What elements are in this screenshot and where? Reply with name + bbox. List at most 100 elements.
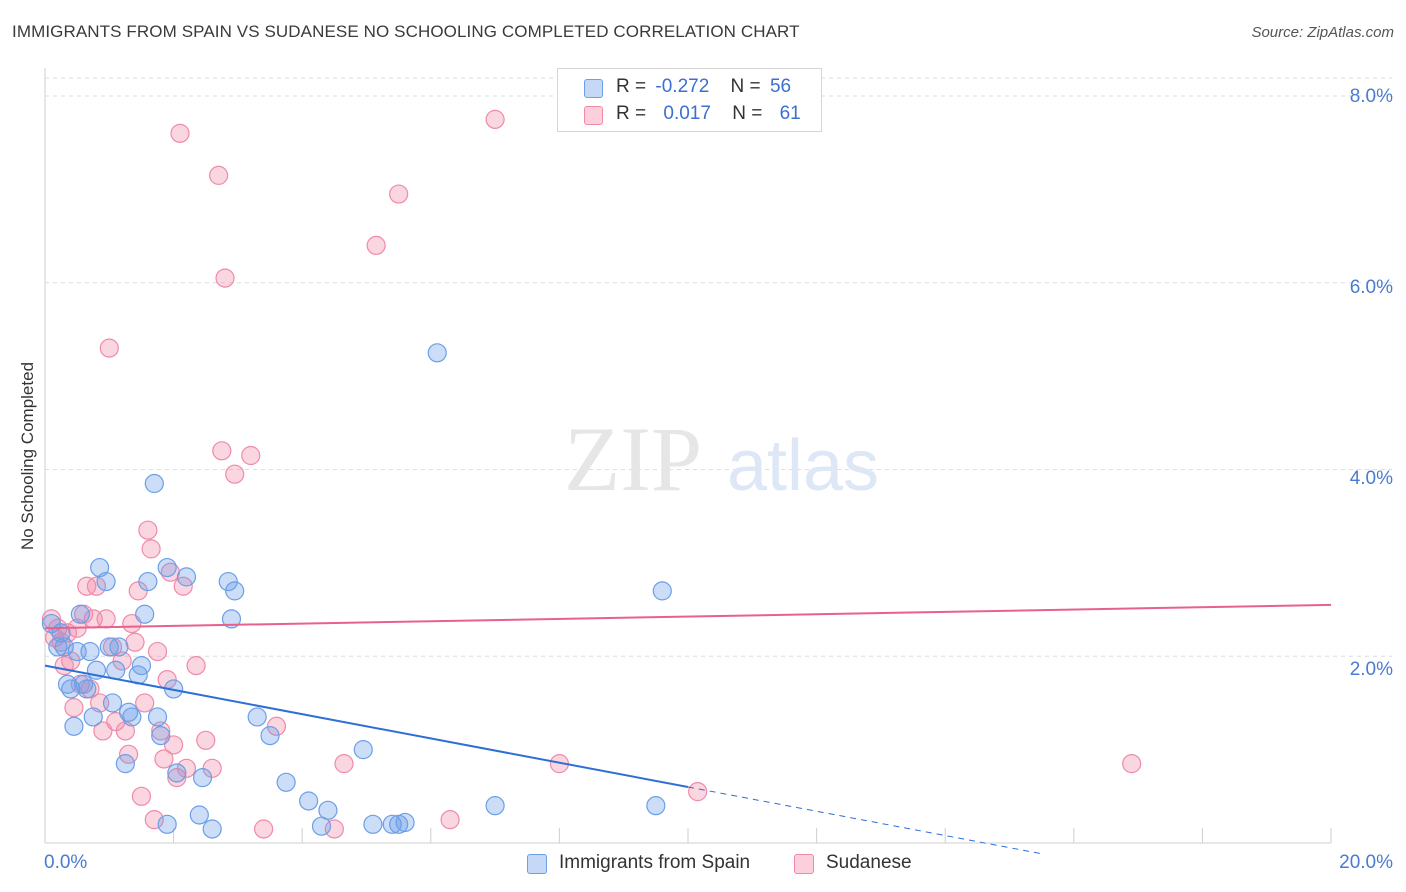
data-point — [688, 782, 708, 802]
data-point — [93, 721, 113, 741]
data-point — [389, 814, 409, 834]
data-point — [212, 441, 232, 461]
data-point — [192, 768, 213, 788]
data-point — [218, 571, 238, 592]
legend-n-label: N = — [732, 103, 763, 124]
data-point — [131, 786, 152, 806]
data-point — [102, 693, 123, 713]
source-label: Source: ZipAtlas.com — [1251, 24, 1394, 41]
x-tick-label: 20.0% — [1339, 852, 1393, 873]
data-point — [147, 707, 168, 727]
data-point — [99, 338, 119, 358]
data-point — [77, 679, 97, 699]
trend-line-spain-extension — [687, 786, 1042, 855]
legend-n-value: 56 — [769, 76, 792, 97]
data-point — [86, 576, 107, 596]
data-point — [109, 637, 129, 657]
data-point — [225, 581, 245, 601]
data-point — [366, 235, 386, 256]
grid-lines — [45, 77, 1392, 657]
data-point — [70, 604, 90, 624]
data-point — [646, 796, 666, 816]
chart-title: IMMIGRANTS FROM SPAIN VS SUDANESE NO SCH… — [12, 22, 800, 41]
bottom-legend-label-spain: Immigrants from Spain — [559, 852, 751, 873]
data-point — [64, 698, 84, 718]
data-point — [135, 693, 155, 713]
data-point — [147, 641, 168, 662]
trend-line-spain — [44, 664, 689, 788]
data-point — [363, 814, 383, 834]
data-point — [157, 557, 177, 578]
data-point — [157, 814, 177, 834]
axes — [44, 68, 1332, 844]
data-point — [254, 819, 274, 839]
y-tick-label: 6.0% — [1349, 277, 1393, 298]
data-point — [96, 571, 116, 592]
data-point — [90, 557, 110, 578]
data-point — [1122, 754, 1142, 774]
data-point — [176, 567, 197, 587]
trend-line-sudanese — [44, 603, 1332, 630]
y-tick-label: 8.0% — [1349, 86, 1393, 107]
data-point — [141, 539, 161, 559]
data-point — [106, 660, 126, 680]
data-point — [167, 763, 187, 783]
watermark-atlas: atlas — [727, 426, 879, 506]
data-point — [427, 343, 447, 363]
bottom-legend-swatch-spain — [527, 854, 547, 874]
legend-swatch-spain — [584, 79, 603, 98]
data-point — [77, 576, 97, 596]
watermark-zip: ZIP — [564, 408, 702, 510]
data-point — [83, 707, 103, 727]
data-point — [260, 726, 280, 746]
data-point — [170, 123, 190, 143]
data-point — [135, 604, 155, 624]
data-point — [299, 791, 319, 811]
data-point — [266, 716, 287, 736]
data-point — [395, 812, 415, 833]
data-point — [96, 609, 116, 629]
data-point — [131, 655, 152, 676]
data-point — [186, 655, 206, 676]
data-point — [64, 716, 84, 736]
data-point — [389, 184, 409, 204]
data-point — [144, 810, 164, 830]
data-point — [485, 796, 505, 816]
data-point — [318, 800, 338, 820]
data-point — [115, 721, 135, 741]
x-tick-label: 0.0% — [44, 852, 88, 873]
data-point — [189, 805, 209, 825]
y-axis-label: No Schooling Completed — [18, 361, 37, 551]
legend-n-value: 61 — [779, 103, 801, 124]
data-point — [485, 109, 505, 129]
data-point — [241, 445, 261, 466]
data-point — [144, 473, 164, 494]
data-point — [247, 707, 267, 727]
data-point — [138, 571, 158, 592]
trend-lines — [44, 603, 1332, 855]
data-point — [276, 772, 296, 792]
data-point — [440, 810, 460, 830]
legend-r-label: R = — [616, 103, 647, 124]
data-point — [225, 464, 245, 484]
data-point — [334, 754, 354, 774]
legend-r-label: R = — [616, 76, 647, 97]
watermark: ZIP atlas — [564, 408, 879, 510]
data-point — [209, 165, 229, 185]
data-point — [353, 740, 373, 760]
data-point — [221, 609, 242, 629]
data-point — [164, 735, 184, 755]
legend-swatch-sudanese — [584, 106, 603, 125]
data-point — [151, 726, 171, 746]
data-point — [196, 730, 216, 750]
data-point — [202, 819, 222, 839]
data-point — [652, 581, 672, 601]
legend-n-label: N = — [730, 76, 761, 97]
legend-r-value: 0.017 — [663, 103, 711, 124]
legend: R = -0.272 N = 56 R = 0.017 N = 61 — [557, 68, 822, 132]
data-point — [215, 268, 235, 288]
data-point — [122, 707, 142, 727]
data-point — [80, 641, 100, 662]
bottom-legend-swatch-sudanese — [794, 854, 814, 874]
series-spain-points — [41, 343, 672, 839]
